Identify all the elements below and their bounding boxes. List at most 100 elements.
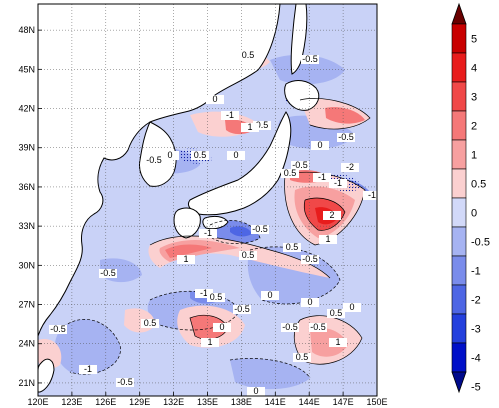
- colorbar-label: 0.5: [471, 179, 486, 191]
- contour-label-bg: [206, 95, 224, 104]
- contour-label: 0.5: [210, 292, 223, 302]
- colorbar-label: 2: [471, 121, 477, 133]
- x-tick-label: 126E: [95, 397, 116, 407]
- contour-label: 1: [325, 234, 330, 244]
- x-tick-label: 144E: [299, 397, 320, 407]
- contour-label: 0.5: [330, 308, 343, 318]
- colorbar-label: -2: [471, 295, 481, 307]
- contour-label-bg: [221, 111, 239, 120]
- contour-label-bg: [301, 255, 319, 264]
- contour-label-bg: [251, 225, 269, 234]
- y-tick-label: 30N: [18, 260, 35, 270]
- x-tick-label: 150E: [366, 397, 387, 407]
- shade-neg-1: [54, 319, 121, 375]
- colorbar-top-arrow: [451, 2, 467, 25]
- contour-label-bg: [213, 323, 231, 332]
- contour-label: 0.5: [194, 150, 207, 160]
- sakhalin: [290, 4, 308, 75]
- shade-pos-14: [190, 315, 228, 340]
- contour-label: 0.5: [242, 50, 255, 60]
- contour-label-bg: [49, 325, 67, 334]
- x-axis: 120E 123E 126E 129E 132E 135E 138E 141E 144E 147E…: [27, 392, 388, 407]
- contour-label-bg: [301, 55, 319, 64]
- contour-label-bg: [341, 163, 359, 172]
- contour-label-bg: [79, 365, 97, 374]
- contour-label: 1: [207, 337, 212, 347]
- contour-label: -2: [346, 162, 354, 172]
- colorbar-segment: [451, 197, 467, 228]
- contour-solid-3: [303, 197, 346, 231]
- colorbar-label: -3: [471, 324, 481, 336]
- contour-label-bg: [233, 305, 251, 314]
- contour-label: -1: [84, 364, 92, 374]
- contour-label: 1: [247, 122, 252, 132]
- contour-label: -1: [334, 178, 342, 188]
- contour-label-bg: [199, 229, 217, 238]
- contour-solid-1: [149, 235, 331, 279]
- contour-label-bg: [291, 161, 309, 170]
- contour-label-bg: [313, 173, 331, 182]
- grid-lines: [38, 4, 377, 396]
- shade-neg-11: [230, 358, 310, 390]
- contour-label-bg: [201, 338, 219, 347]
- contour-solid-6: [299, 98, 371, 130]
- contour-label: -1: [368, 190, 376, 200]
- contour-label-bg: [319, 235, 337, 244]
- contour-label: -0.5: [310, 322, 326, 332]
- colorbar-segment: [451, 110, 467, 141]
- x-tick-label: 147E: [333, 397, 354, 407]
- colorbar-label: -0.5: [471, 237, 490, 249]
- contour-dashed-3: [249, 246, 341, 305]
- y-axis: 21N 24N 27N 30N 33N 36N 39N 42N 45N 48N: [18, 25, 42, 388]
- contour-label-bg: [293, 353, 311, 362]
- contour-label: 0.5: [286, 242, 299, 252]
- contour-label-bg: [301, 298, 319, 307]
- colorbar-label: 4: [471, 63, 477, 75]
- colorbar-segment: [451, 81, 467, 112]
- contour-label: 0: [317, 140, 322, 150]
- shade-neg-12: [270, 54, 345, 85]
- japan-kyushu: [173, 207, 201, 239]
- contour-labels: -0.50.50-10.5-0.5 0 0.5 01-0.50-0.5-10.5-1-…: [49, 50, 381, 396]
- contour-label-bg: [329, 179, 347, 188]
- contour-label-bg: [247, 387, 265, 396]
- colorbar-segment: [451, 139, 467, 170]
- contour-label-bg: [239, 51, 257, 60]
- contour-label: 0: [253, 386, 258, 396]
- contour-label: 0.5: [242, 250, 255, 260]
- japan-hokkaido: [284, 80, 320, 111]
- contour-label-bg: [343, 303, 361, 312]
- contour-label-bg: [309, 323, 327, 332]
- contour-label: -1: [204, 228, 212, 238]
- contour-label-bg: [145, 156, 163, 165]
- contour-label: -0.5: [234, 304, 250, 314]
- colorbar-segment: [451, 52, 467, 83]
- y-tick-label: 27N: [18, 300, 35, 310]
- colorbar-segment: [451, 342, 467, 373]
- x-tick-label: 129E: [129, 397, 150, 407]
- y-tick-label: 36N: [18, 182, 35, 192]
- contour-label-bg: [207, 293, 225, 302]
- y-tick-label: 24N: [18, 339, 35, 349]
- asia-mainland: [38, 4, 281, 337]
- contour-label-bg: [283, 243, 301, 252]
- y-tick-label: 33N: [18, 221, 35, 231]
- contour-label-bg: [191, 151, 209, 160]
- colorbar-label: 5: [471, 34, 477, 46]
- contour-label-bg: [239, 251, 257, 260]
- x-tick-label: 132E: [163, 397, 184, 407]
- colorbar-segment: [451, 226, 467, 257]
- contour-label-bg: [195, 289, 213, 298]
- contour-label: -0.5: [100, 268, 116, 278]
- y-tick-label: 21N: [18, 378, 35, 388]
- contour-label-bg: [141, 319, 159, 328]
- contour-label-bg: [241, 123, 259, 132]
- contour-label: 0.5: [144, 318, 157, 328]
- contour-label-bg: [363, 191, 381, 200]
- contour-label: -1: [200, 288, 208, 298]
- contour-label: -0.5: [302, 254, 318, 264]
- shade-pos-10: [325, 107, 365, 124]
- contour-label-bg: [281, 323, 299, 332]
- contour-label: 0.5: [256, 120, 269, 130]
